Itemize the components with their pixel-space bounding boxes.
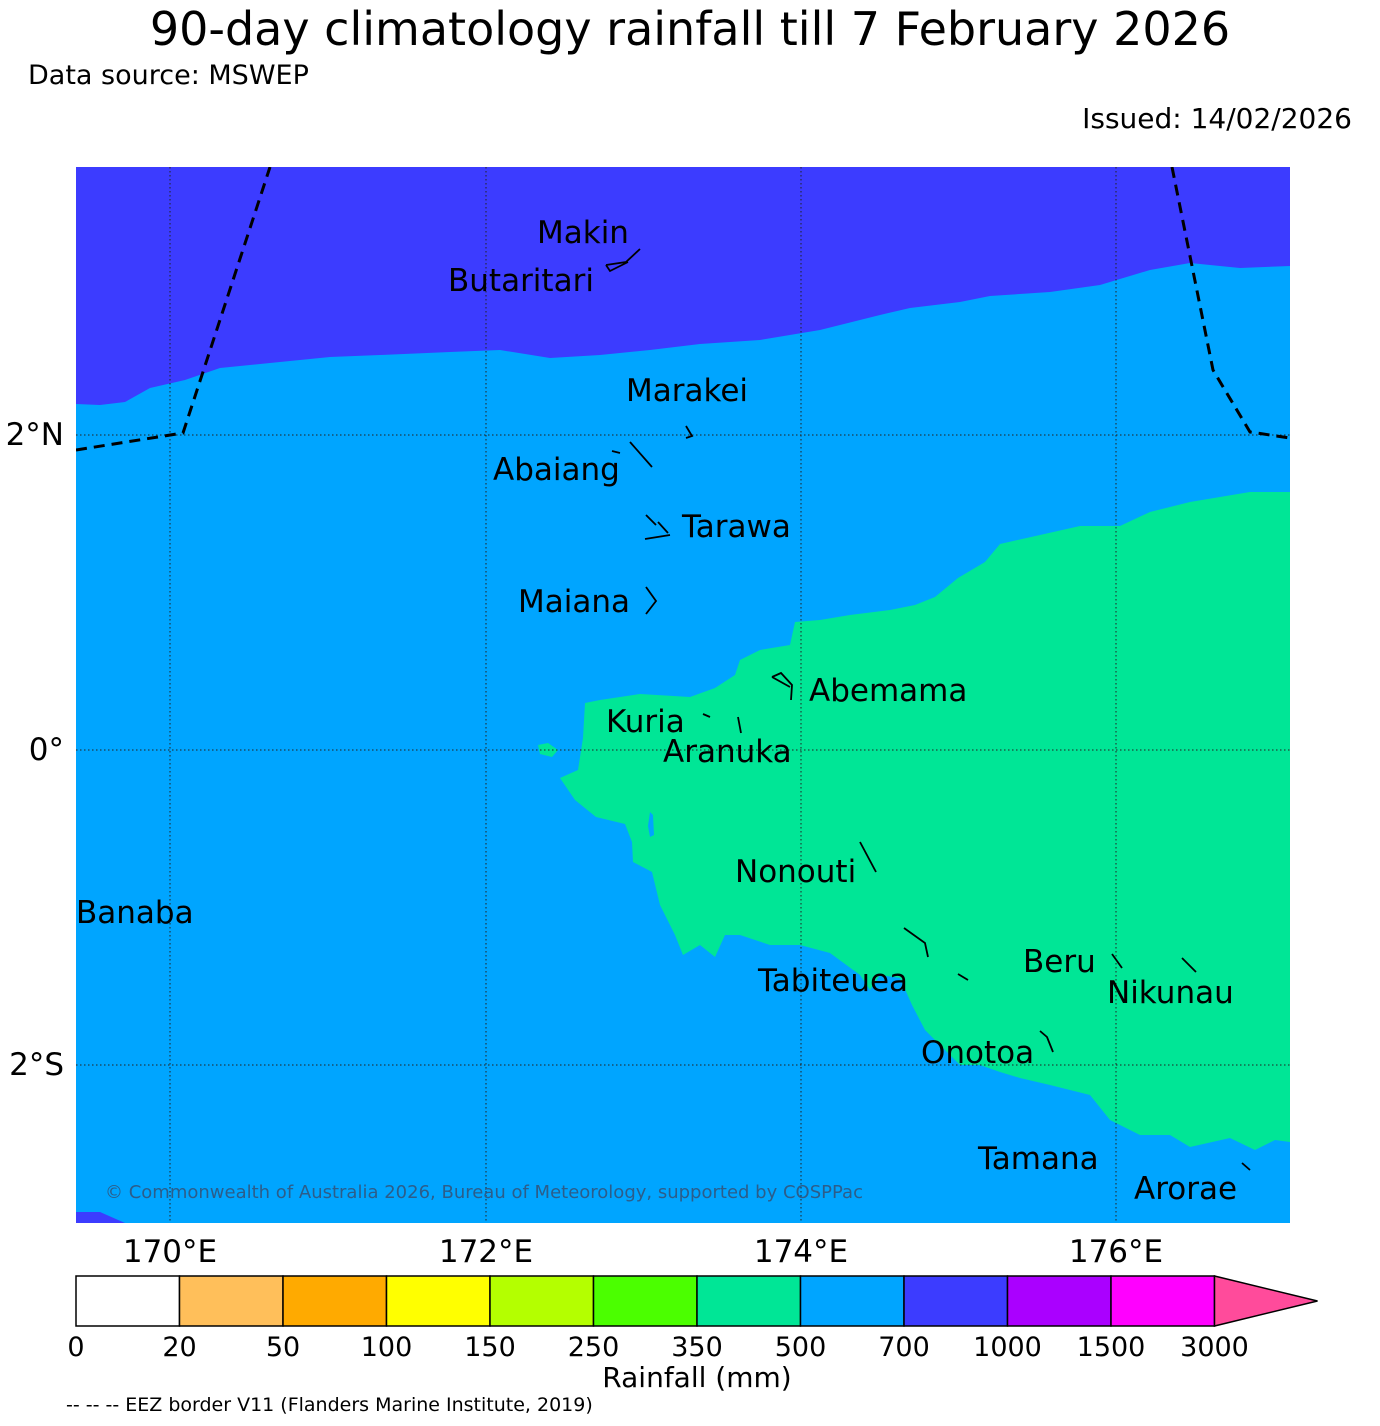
island-label-aranuka: Aranuka xyxy=(663,734,792,770)
colorbar-box-0 xyxy=(75,1275,181,1327)
rainfall-field xyxy=(76,167,1290,1223)
kuria-outline xyxy=(702,713,711,718)
island-label-kuria: Kuria xyxy=(606,704,685,740)
colorbar-tick-350: 350 xyxy=(671,1332,723,1363)
eez-border xyxy=(76,167,1290,452)
island-label-beru: Beru xyxy=(1023,944,1096,980)
colorbar-tick-0: 0 xyxy=(67,1332,84,1363)
colorbar-tick-150: 150 xyxy=(464,1332,516,1363)
colorbar-box-700 xyxy=(903,1275,1009,1327)
nikunau-outline xyxy=(1181,957,1197,973)
island-label-makin: Makin xyxy=(537,215,629,251)
island-label-maiana: Maiana xyxy=(518,584,630,620)
colorbar-label: Rainfall (mm) xyxy=(602,1361,791,1394)
island-label-tabiteuea: Tabiteuea xyxy=(757,963,908,999)
data-source: Data source: MSWEP xyxy=(28,60,309,91)
arorae-outline xyxy=(1241,1162,1251,1171)
colorbar-tick-250: 250 xyxy=(568,1332,620,1363)
band-700-1000-sw xyxy=(76,1212,125,1223)
colorbar-box-20 xyxy=(178,1275,284,1327)
lat-tick-2n: 2°N xyxy=(6,417,64,453)
island-label-butaritari: Butaritari xyxy=(448,263,594,299)
lon-tick-170e: 170°E xyxy=(123,1234,217,1270)
island-label-abaiang: Abaiang xyxy=(493,452,620,488)
map-title: 90-day climatology rainfall till 7 Febru… xyxy=(149,2,1231,56)
colorbar-extend-arrow xyxy=(1213,1275,1318,1327)
island-label-banaba: Banaba xyxy=(76,895,194,931)
colorbar-box-1500 xyxy=(1110,1275,1216,1327)
eez-border-note: -- -- -- EEZ border V11 (Flanders Marine… xyxy=(66,1394,593,1416)
island-label-nikunau: Nikunau xyxy=(1107,975,1234,1011)
colorbar-box-350 xyxy=(696,1275,802,1327)
lon-tick-172e: 172°E xyxy=(439,1234,533,1270)
longitude-axis: 170°E 172°E 174°E 176°E xyxy=(123,1234,1163,1270)
colorbar-box-1000 xyxy=(1006,1275,1112,1327)
butaritari-outline xyxy=(605,248,641,273)
tabiteuea-outline xyxy=(903,927,969,981)
maiana-outline xyxy=(645,586,658,615)
colorbar-tick-1500: 1500 xyxy=(1077,1332,1146,1363)
colorbar-tick-20: 20 xyxy=(162,1332,196,1363)
abaiang-outline xyxy=(611,441,653,468)
abemama-outline xyxy=(771,671,793,701)
island-label-nonouti: Nonouti xyxy=(735,854,856,890)
tarawa-outline xyxy=(644,514,671,540)
colorbar-box-150 xyxy=(489,1275,595,1327)
onotoa-outline xyxy=(1039,1030,1054,1053)
island-label-tarawa: Tarawa xyxy=(681,509,791,545)
island-label-marakei: Marakei xyxy=(626,373,748,409)
island-labels: Makin Butaritari Marakei Abaiang Tarawa … xyxy=(76,215,1237,1207)
copyright-notice: © Commonwealth of Australia 2026, Bureau… xyxy=(105,1182,863,1203)
colorbar: 0 20 50 100 150 250 350 500 700 1000 1500 3000 Rain… xyxy=(67,1275,1318,1394)
band-350-500 xyxy=(560,492,1290,1150)
island-label-onotoa: Onotoa xyxy=(921,1035,1034,1071)
nonouti-outline xyxy=(859,841,877,873)
colorbar-tick-700: 700 xyxy=(878,1332,930,1363)
band-700-1000 xyxy=(76,167,1290,405)
marakei-outline xyxy=(685,425,694,439)
issued-date: Issued: 14/02/2026 xyxy=(1082,102,1352,135)
colorbar-box-500 xyxy=(799,1275,905,1327)
colorbar-tick-50: 50 xyxy=(266,1332,300,1363)
aranuka-outline xyxy=(737,716,742,734)
lat-tick-2s: 2°S xyxy=(9,1047,64,1083)
lon-tick-176e: 176°E xyxy=(1069,1234,1163,1270)
colorbar-box-250 xyxy=(592,1275,698,1327)
band-500-700-notch xyxy=(648,812,654,837)
colorbar-tick-100: 100 xyxy=(361,1332,413,1363)
graticule xyxy=(76,167,1290,1223)
beru-outline xyxy=(1111,953,1123,969)
colorbar-tick-3000: 3000 xyxy=(1180,1332,1249,1363)
colorbar-box-50 xyxy=(282,1275,388,1327)
colorbar-tick-1000: 1000 xyxy=(973,1332,1042,1363)
lat-tick-0: 0° xyxy=(29,732,64,768)
island-label-arorae: Arorae xyxy=(1134,1171,1237,1207)
colorbar-tick-500: 500 xyxy=(775,1332,827,1363)
island-label-abemama: Abemama xyxy=(809,673,967,709)
latitude-axis: 2°N 0° 2°S xyxy=(6,417,64,1083)
island-outlines xyxy=(605,248,1251,1171)
island-label-tamana: Tamana xyxy=(977,1141,1099,1177)
lon-tick-174e: 174°E xyxy=(754,1234,848,1270)
colorbar-box-100 xyxy=(385,1275,491,1327)
